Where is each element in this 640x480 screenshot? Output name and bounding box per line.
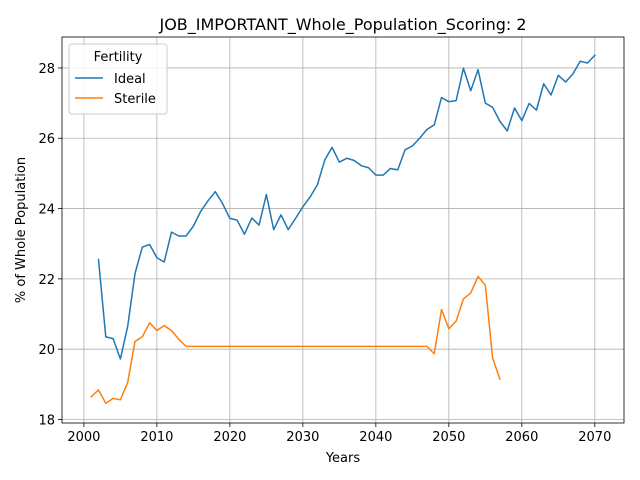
legend-title: Fertility	[94, 50, 143, 65]
legend-label-ideal: Ideal	[114, 72, 146, 87]
legend-label-sterile: Sterile	[114, 92, 156, 107]
y-tick-label: 28	[38, 62, 55, 77]
x-tick-label: 2000	[67, 430, 100, 445]
series-line-sterile	[90, 275, 501, 405]
axis-ticks: 2000 2010 2020 2030 2040 2050 2060 2070 18 20 22 24…	[38, 62, 611, 445]
x-tick-label: 2010	[140, 430, 173, 445]
chart-title: JOB_IMPORTANT_Whole_Population_Scoring: …	[158, 15, 526, 35]
y-tick-label: 26	[38, 132, 55, 147]
x-tick-label: 2040	[359, 430, 392, 445]
y-tick-label: 24	[38, 203, 55, 218]
y-axis-title: % of Whole Population	[14, 157, 29, 303]
series-line-ideal	[97, 54, 596, 360]
grid	[62, 37, 624, 423]
x-axis-title: Years	[325, 451, 361, 466]
plot-frame	[61, 36, 625, 424]
x-tick-label: 2030	[286, 430, 319, 445]
legend: Fertility Ideal Sterile	[68, 43, 168, 115]
x-tick-label: 2020	[213, 430, 246, 445]
x-tick-label: 2060	[505, 430, 538, 445]
x-tick-label: 2070	[578, 430, 611, 445]
y-tick-label: 18	[38, 413, 55, 428]
legend-box	[68, 43, 168, 115]
series-lines	[90, 54, 596, 405]
x-tick-label: 2050	[432, 430, 465, 445]
y-tick-label: 22	[38, 273, 55, 288]
y-tick-label: 20	[38, 343, 55, 358]
